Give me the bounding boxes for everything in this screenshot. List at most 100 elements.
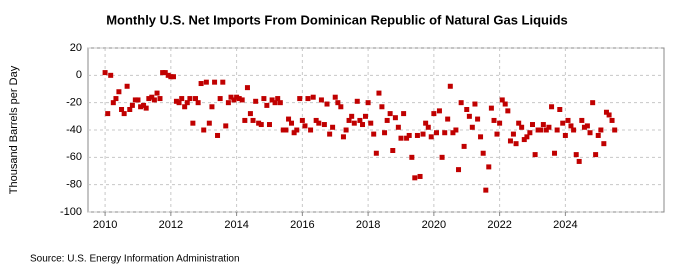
- data-point: [414, 132, 420, 138]
- data-point: [552, 150, 558, 156]
- data-point: [469, 124, 475, 130]
- data-point: [346, 117, 352, 123]
- data-point: [398, 135, 404, 141]
- data-point: [247, 111, 253, 117]
- data-point: [357, 117, 363, 123]
- y-tick-label: 0: [76, 69, 82, 81]
- data-point: [387, 111, 393, 117]
- data-point: [401, 111, 407, 117]
- data-point: [562, 132, 568, 138]
- data-point: [445, 116, 451, 122]
- data-point: [546, 124, 552, 130]
- data-point: [499, 97, 505, 103]
- data-point: [129, 102, 135, 108]
- data-point: [160, 70, 166, 76]
- data-point: [206, 120, 212, 126]
- data-point: [450, 130, 456, 136]
- data-point: [187, 96, 193, 102]
- data-point: [217, 96, 223, 102]
- data-point: [351, 120, 357, 126]
- data-point: [507, 138, 513, 144]
- y-tick-label: -40: [66, 124, 82, 136]
- data-point: [565, 117, 571, 123]
- data-point: [436, 108, 442, 114]
- data-point: [184, 100, 190, 106]
- data-point: [113, 96, 119, 102]
- data-point: [327, 131, 333, 137]
- data-point: [289, 120, 295, 126]
- data-point: [379, 104, 385, 110]
- data-point: [456, 167, 462, 173]
- data-point: [532, 152, 538, 158]
- x-tick-label: 2020: [422, 219, 446, 231]
- data-point: [576, 158, 582, 164]
- data-point: [466, 113, 472, 119]
- data-point: [486, 164, 492, 170]
- data-point: [168, 74, 174, 80]
- x-tick-label: 2022: [487, 219, 511, 231]
- data-point: [442, 130, 448, 136]
- data-point: [362, 113, 368, 119]
- data-point: [253, 98, 259, 104]
- data-point: [571, 127, 577, 133]
- data-point: [543, 127, 549, 133]
- data-point: [299, 117, 305, 123]
- data-point: [209, 104, 215, 110]
- data-point: [223, 123, 229, 129]
- data-point: [472, 101, 478, 107]
- x-tick-label: 2012: [159, 219, 183, 231]
- data-point: [121, 111, 127, 117]
- data-point: [239, 97, 245, 103]
- data-point: [266, 122, 272, 128]
- data-point: [587, 130, 593, 136]
- data-point: [483, 187, 489, 193]
- data-point: [305, 96, 311, 102]
- data-point: [365, 100, 371, 106]
- data-point: [573, 152, 579, 158]
- data-point: [373, 150, 379, 156]
- data-point: [141, 102, 147, 108]
- data-point: [236, 96, 242, 102]
- data-point: [540, 122, 546, 128]
- data-point: [612, 127, 618, 133]
- y-tick-label: 20: [70, 42, 82, 54]
- data-point: [108, 72, 114, 78]
- data-point: [404, 135, 410, 141]
- data-point: [132, 97, 138, 103]
- data-point: [478, 134, 484, 140]
- data-point: [502, 101, 508, 107]
- x-tick-label: 2016: [290, 219, 314, 231]
- data-point: [318, 97, 324, 103]
- data-point: [297, 96, 303, 102]
- data-point: [606, 112, 612, 118]
- data-point: [149, 94, 155, 100]
- data-point: [332, 94, 338, 100]
- data-point: [321, 122, 327, 128]
- data-point: [173, 98, 179, 104]
- data-point: [412, 175, 418, 181]
- data-point: [310, 94, 316, 100]
- data-point: [316, 120, 322, 126]
- data-point: [491, 117, 497, 123]
- data-point: [447, 83, 453, 89]
- y-axis-label: Thousand Barrels per Day: [8, 65, 20, 194]
- data-point: [584, 123, 590, 129]
- data-point: [428, 134, 434, 140]
- data-point: [458, 100, 464, 106]
- data-point: [146, 96, 152, 102]
- data-point: [225, 100, 231, 106]
- data-point: [291, 130, 297, 136]
- data-point: [349, 113, 355, 119]
- data-point: [513, 141, 519, 147]
- data-point: [497, 120, 503, 126]
- data-point: [505, 108, 511, 114]
- data-point: [138, 104, 144, 110]
- data-point: [521, 137, 527, 143]
- data-point: [264, 102, 270, 108]
- data-point: [280, 127, 286, 133]
- data-point: [529, 122, 535, 128]
- data-point: [324, 101, 330, 107]
- data-point: [250, 117, 256, 123]
- y-tick-label: -80: [66, 179, 82, 191]
- data-point: [338, 104, 344, 110]
